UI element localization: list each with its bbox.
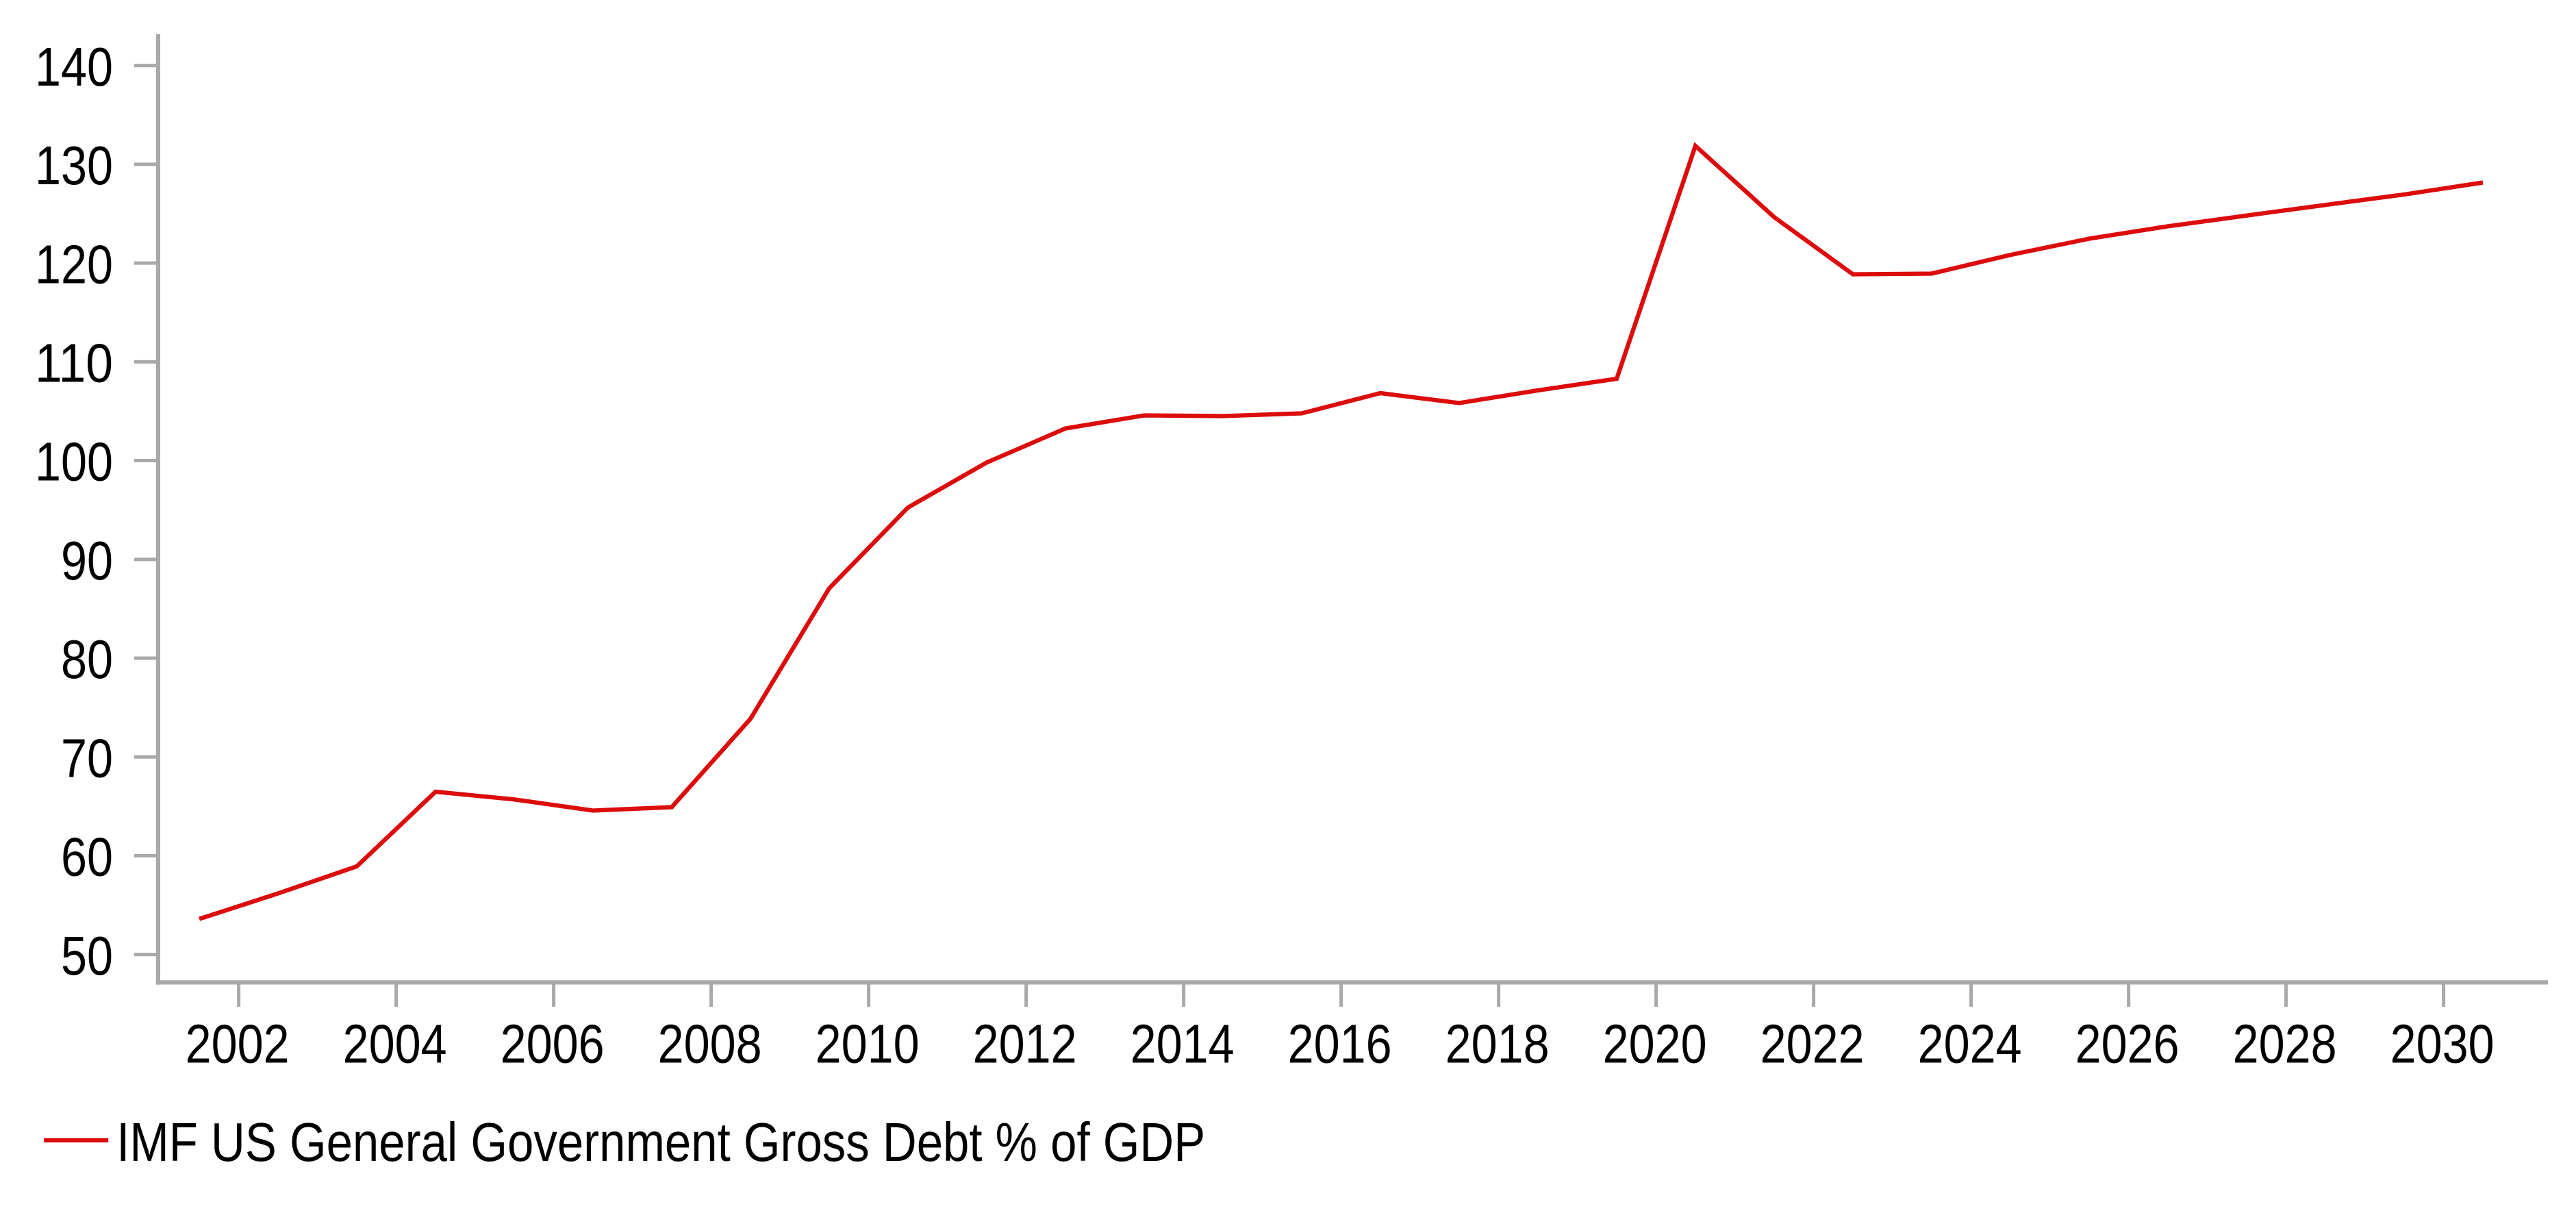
svg-text:2008: 2008	[658, 1014, 762, 1075]
svg-text:50: 50	[61, 925, 113, 986]
svg-text:2012: 2012	[973, 1014, 1077, 1075]
svg-text:130: 130	[35, 135, 113, 196]
svg-text:2024: 2024	[1918, 1014, 2022, 1075]
svg-text:2002: 2002	[186, 1014, 290, 1075]
svg-text:90: 90	[61, 530, 113, 591]
svg-text:2020: 2020	[1603, 1014, 1707, 1075]
svg-text:100: 100	[35, 431, 113, 492]
svg-text:2028: 2028	[2233, 1014, 2337, 1075]
svg-text:120: 120	[35, 234, 113, 295]
svg-text:2016: 2016	[1288, 1014, 1392, 1075]
svg-text:2004: 2004	[343, 1014, 447, 1075]
svg-text:IMF US General Government Gros: IMF US General Government Gross Debt % o…	[116, 1112, 1205, 1173]
svg-text:2022: 2022	[1760, 1014, 1865, 1075]
svg-text:60: 60	[61, 827, 113, 888]
svg-text:70: 70	[61, 727, 113, 788]
svg-text:2018: 2018	[1445, 1014, 1550, 1075]
svg-text:2014: 2014	[1131, 1014, 1235, 1075]
svg-text:140: 140	[35, 36, 113, 97]
svg-text:2010: 2010	[816, 1014, 920, 1075]
svg-text:110: 110	[35, 333, 113, 394]
svg-text:2026: 2026	[2075, 1014, 2180, 1075]
svg-text:80: 80	[61, 629, 113, 690]
svg-text:2030: 2030	[2390, 1014, 2495, 1075]
svg-text:2006: 2006	[501, 1014, 605, 1075]
